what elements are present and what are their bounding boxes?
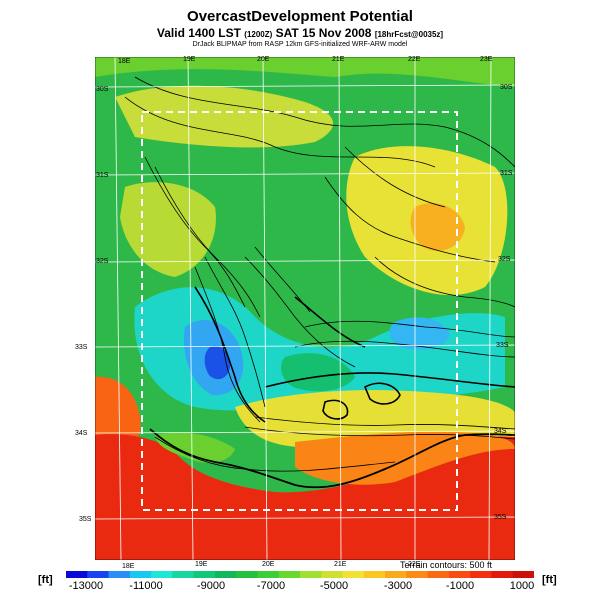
colorbar-segment <box>151 571 173 578</box>
colorbar-tick-6: -3000 <box>383 580 413 592</box>
colorbar-tick-4: -7000 <box>256 580 286 592</box>
forecast-info: [18hrFcst@0035z] <box>374 30 444 39</box>
lon-label-top-18e: 18E <box>118 58 131 65</box>
lat-label-right-33s: 33S <box>496 342 509 349</box>
colorbar-tick-7: -1000 <box>445 580 475 592</box>
colorbar-segment <box>66 571 88 578</box>
lon-label-top-22e: 22E <box>408 56 421 63</box>
valid-lst: Valid 1400 LST <box>156 26 241 40</box>
field-orange-west-coast <box>95 376 141 449</box>
field-blue-core <box>204 345 230 380</box>
colorbar-segment <box>214 571 237 578</box>
colorbar-segment <box>129 571 152 578</box>
lon-label-bottom-21e: 21E <box>334 561 347 568</box>
terrain-contours-heavy <box>194 286 515 423</box>
chart-title: OvercastDevelopment Potential <box>187 8 413 25</box>
field-yellow-west <box>120 182 216 277</box>
inner-domain-box <box>141 111 458 511</box>
colorbar-tick-8: 1000 <box>509 580 535 592</box>
colorbar-segment <box>321 571 344 578</box>
colorbar-segment <box>172 571 195 578</box>
colorbar-segment <box>108 571 131 578</box>
lat-label-left-35s: 35S <box>79 516 92 523</box>
lon-label-top-21e: 21E <box>332 56 345 63</box>
colorbar-segment <box>300 571 322 578</box>
coastline <box>149 428 515 489</box>
lat-label-left-32s: 32S <box>96 258 109 265</box>
lat-label-right-32s: 32S <box>498 256 511 263</box>
colorbar-segment <box>512 571 534 578</box>
lat-label-right-34s: 34S <box>494 428 507 435</box>
colorbar-segment <box>193 571 216 578</box>
colorbar-unit-left: [ft] <box>38 574 53 586</box>
field-green-east <box>281 353 355 392</box>
terrain-contours <box>124 76 515 472</box>
terrain-contour-note: Terrain contours: 500 ft <box>400 560 493 570</box>
colorbar-segment <box>342 571 365 578</box>
colorbar-segment <box>406 571 429 578</box>
valid-time: Valid 1400 LST (1200Z) SAT 15 Nov 2008 [… <box>0 26 600 40</box>
lat-label-left-33s: 33S <box>75 344 88 351</box>
lon-label-bottom-20e: 20E <box>262 561 275 568</box>
colorbar-unit-right: [ft] <box>542 574 557 586</box>
colorbar-segment <box>257 571 280 578</box>
lat-label-right-35s: 35S <box>494 514 507 521</box>
model-credit: DrJack BLIPMAP from RASP 12km GFS-initia… <box>192 41 408 48</box>
lat-label-left-34s: 34S <box>75 430 88 437</box>
colorbar-segment <box>363 571 386 578</box>
colorbar-segment <box>236 571 258 578</box>
colorbar-segment <box>385 571 407 578</box>
lat-label-left-31s: 31S <box>96 172 109 179</box>
field-green-north <box>95 57 515 87</box>
lon-label-bottom-18e: 18E <box>122 563 135 570</box>
colorbar-segment <box>278 571 301 578</box>
field-orange-northeast <box>410 203 465 251</box>
colorbar-segment <box>491 571 514 578</box>
lat-lon-grid <box>95 57 515 560</box>
colorbar-tick-2: -11000 <box>129 580 163 592</box>
field-lightblue-east <box>389 317 450 350</box>
colorbar-tick-1: -13000 <box>68 580 104 592</box>
forecast-map <box>95 57 515 560</box>
colorbar-segment <box>448 571 471 578</box>
colorbar <box>66 571 534 578</box>
colorbar-segment <box>87 571 110 578</box>
colorbar-segment <box>470 571 492 578</box>
lon-label-top-23e: 23E <box>480 56 493 63</box>
valid-date: SAT 15 Nov 2008 <box>275 26 372 40</box>
colorbar-segment <box>427 571 450 578</box>
colorbar-tick-3: -9000 <box>196 580 226 592</box>
lon-label-bottom-19e: 19E <box>195 561 208 568</box>
lon-label-bottom-22e: 22E <box>408 561 421 568</box>
lon-label-top-19e: 19E <box>183 56 196 63</box>
valid-utc: (1200Z) <box>244 30 273 39</box>
field-yellow-north <box>115 85 334 148</box>
field-green-coast <box>155 432 235 463</box>
lat-label-right-31s: 31S <box>500 170 513 177</box>
lat-label-left-30s: 30S <box>96 86 109 93</box>
lon-label-top-20e: 20E <box>257 56 270 63</box>
colorbar-tick-5: -5000 <box>319 580 349 592</box>
lat-label-right-30s: 30S <box>500 84 513 91</box>
field-orange-south <box>295 431 515 485</box>
